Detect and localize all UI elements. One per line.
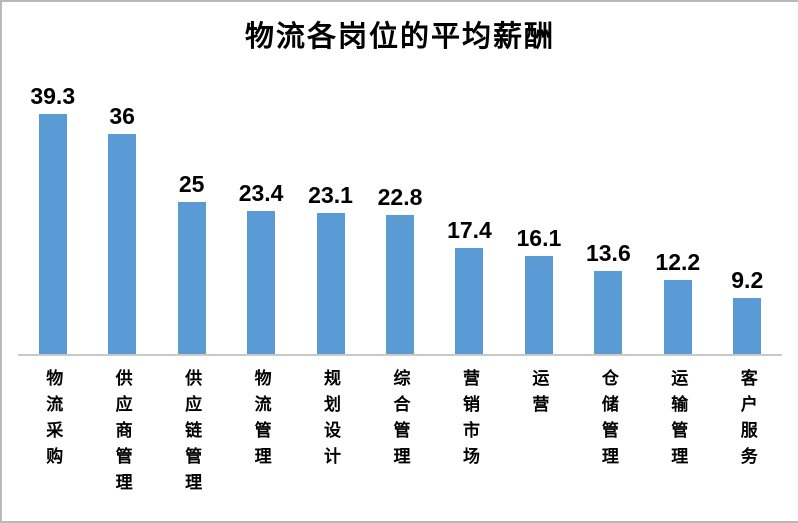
category-label: 供应商管理	[112, 369, 132, 499]
category-label: 物流采购	[43, 369, 63, 473]
bar	[316, 213, 345, 354]
category-label-column: 规划设计	[296, 369, 365, 519]
bar	[663, 279, 692, 354]
bar-column: 22.8	[365, 62, 434, 354]
bar-column: 36	[87, 62, 156, 354]
bar-column: 9.2	[713, 62, 782, 354]
bar	[733, 297, 762, 354]
category-label: 规划设计	[321, 369, 341, 473]
bar-value-label: 9.2	[731, 266, 764, 293]
bar-value-label: 23.4	[238, 180, 284, 207]
bar	[455, 247, 484, 354]
bar	[594, 271, 623, 354]
category-label: 运营	[529, 369, 549, 421]
bar-value-label: 25	[178, 170, 205, 197]
category-label-column: 运营	[504, 369, 573, 519]
x-axis-labels: 物流采购 供应商管理 供应链管理 物流管理 规划设计 综合管理 营销市场 运营 仓储管理 运输管理…	[18, 356, 782, 519]
bar-value-label: 36	[109, 103, 135, 130]
plot-area: 39.3 36 25 23.4 23.1 22.8 17.4 16.1 13.6 12.2 9.2	[18, 62, 782, 354]
x-axis-line	[18, 354, 782, 356]
bar-column: 13.6	[574, 62, 643, 354]
category-label-column: 物流采购	[18, 369, 87, 519]
category-label-column: 运输管理	[643, 369, 712, 519]
category-label-column: 综合管理	[365, 369, 434, 519]
bar	[177, 201, 206, 354]
category-label: 综合管理	[390, 369, 410, 473]
bar-value-label: 39.3	[30, 83, 76, 110]
bar-column: 12.2	[643, 62, 712, 354]
category-label: 仓储管理	[598, 369, 618, 473]
category-label-column: 物流管理	[226, 369, 295, 519]
category-label-column: 仓储管理	[574, 369, 643, 519]
category-label-column: 营销市场	[435, 369, 504, 519]
category-label: 物流管理	[251, 369, 271, 473]
bar	[38, 114, 67, 354]
bar-column: 16.1	[504, 62, 573, 354]
bar-value-label: 12.2	[655, 248, 701, 275]
bar	[385, 214, 414, 354]
category-label-column: 供应链管理	[157, 369, 226, 519]
bar-value-label: 13.6	[585, 240, 631, 267]
category-label-column: 供应商管理	[87, 369, 156, 519]
bar-value-label: 23.1	[308, 182, 353, 209]
bar	[524, 255, 553, 354]
chart-title: 物流各岗位的平均薪酬	[244, 21, 555, 53]
category-label-column: 客户服务	[713, 369, 782, 519]
bar-column: 23.4	[226, 62, 295, 354]
category-label: 运输管理	[668, 369, 688, 473]
bar-column: 23.1	[296, 62, 365, 354]
category-label: 客户服务	[737, 369, 757, 473]
category-label: 营销市场	[459, 369, 479, 473]
bar-column: 17.4	[435, 62, 504, 354]
bar-column: 25	[157, 62, 226, 354]
category-label: 供应链管理	[182, 369, 202, 499]
bar-value-label: 17.4	[447, 216, 492, 243]
bar-column: 39.3	[18, 62, 87, 354]
bar	[108, 134, 137, 354]
bar-value-label: 22.8	[377, 183, 423, 210]
bar-value-label: 16.1	[516, 224, 562, 251]
bar	[247, 211, 276, 354]
